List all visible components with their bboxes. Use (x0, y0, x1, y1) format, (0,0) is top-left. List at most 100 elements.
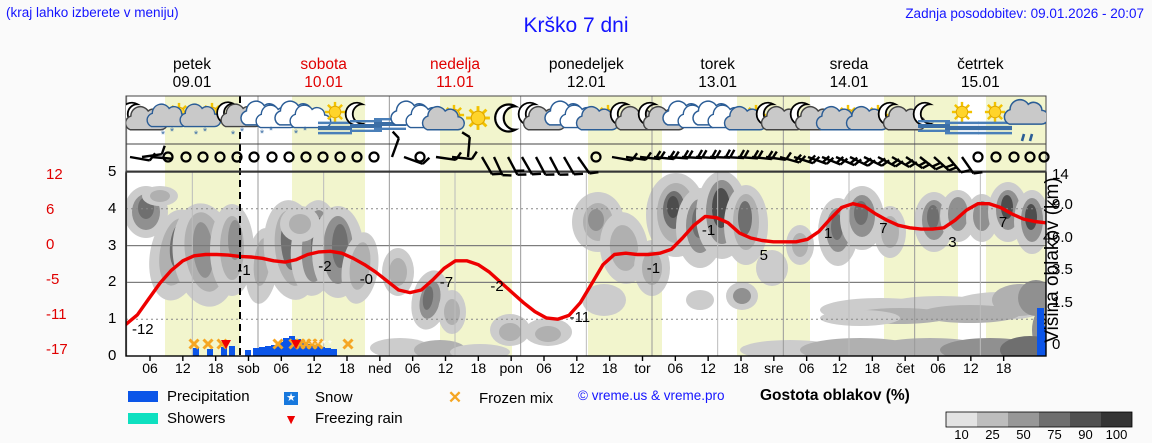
day-date: 12.01 (566, 74, 606, 91)
cloudheight-tick-2: 6.0 (1052, 229, 1073, 246)
x-tick-label-4: 06 (273, 360, 290, 376)
x-tick-label-12: 06 (536, 360, 552, 376)
temp-label-11: 7 (879, 219, 888, 237)
temp-label-2: -2 (318, 257, 332, 275)
day-header-1: petek 09.01 (126, 56, 258, 92)
location-menu-note: (kraj lahko izberete v meniju) (6, 5, 179, 20)
svg-text:*: * (310, 339, 314, 350)
cloud-scale-75: 75 (1047, 427, 1062, 442)
temp-label-6: -11 (569, 308, 591, 326)
day-header-4: ponedeljek 12.01 (521, 56, 652, 92)
day-header-2: sobota 10.01 (258, 56, 389, 92)
day-name: torek (700, 56, 735, 73)
last-updated: Zadnja posodobitev: 09.01.2026 - 20:07 (905, 6, 1144, 21)
x-tick-label-7: ned (368, 360, 392, 376)
day-name: nedelja (429, 56, 480, 73)
cloudheight-axis-title: Višina oblakov (km) (1042, 177, 1063, 343)
x-tick-label-11: pon (499, 360, 523, 376)
temp-label-0: -12 (131, 320, 154, 338)
cloud-scale-25: 25 (985, 427, 1000, 442)
legend-item-2: ✕ Frozen mix (440, 388, 553, 408)
precip-tick-2: 3 (108, 236, 117, 254)
legend-item-0: Precipitation (128, 388, 250, 405)
legend-label: Snow (315, 388, 353, 406)
copyright-link[interactable]: © vreme.us & vreme.pro (578, 388, 725, 403)
day-name: četrtek (957, 56, 1004, 73)
day-date: 15.01 (960, 74, 1000, 91)
legend-label: Freezing rain (315, 410, 403, 427)
x-tick-label-21: 12 (831, 360, 848, 376)
x-tick-label-1: 12 (175, 360, 191, 376)
day-name: sobota (300, 56, 347, 73)
temp-label-5: -2 (490, 278, 504, 296)
freezing-rain-icon: ▼ (284, 410, 298, 427)
day-header-3: nedelja 11.01 (389, 56, 520, 92)
cloudheight-tick-4: 1.5 (1052, 294, 1073, 311)
snow-icon: ★ (276, 388, 306, 406)
x-tick-label-9: 12 (437, 360, 454, 376)
precip-tick-5: 0 (108, 347, 117, 364)
svg-text:*: * (269, 125, 274, 137)
svg-text:*: * (203, 126, 208, 138)
svg-text:*: * (170, 126, 175, 138)
svg-text:*: * (260, 128, 265, 140)
day-date: 11.01 (436, 74, 474, 91)
temp-tick-2: 0 (46, 236, 55, 253)
day-header-7: četrtek 15.01 (915, 56, 1046, 92)
x-tick-label-20: 06 (798, 360, 815, 376)
temp-label-1: -1 (237, 262, 251, 280)
legend-bar-swatch (128, 391, 158, 402)
x-tick-label-3: sob (237, 360, 260, 376)
x-tick-label-25: 12 (963, 360, 979, 376)
day-name: petek (173, 56, 211, 73)
day-date: 10.01 (304, 74, 344, 91)
temp-label-14: 4 (1042, 228, 1052, 246)
cloudheight-tick-0: 14 (1052, 166, 1069, 183)
temp-label-7: -1 (646, 260, 661, 278)
x-tick-label-6: 18 (339, 360, 355, 376)
x-tick-label-19: sre (764, 360, 784, 376)
svg-text:*: * (294, 128, 299, 140)
temp-tick-0: 12 (46, 166, 63, 183)
legend-item-1: ★ Snow (276, 388, 353, 406)
day-name: sreda (829, 56, 869, 73)
day-name: ponedeljek (548, 56, 624, 73)
svg-text:*: * (161, 129, 166, 141)
legend-label: Frozen mix (479, 389, 554, 407)
temp-label-13: 7 (998, 213, 1008, 231)
day-date: 13.01 (698, 74, 738, 91)
x-tick-label-5: 12 (306, 360, 322, 376)
day-date: 14.01 (829, 74, 869, 91)
day-header-5: torek 13.01 (652, 56, 783, 92)
x-tick-label-2: 18 (207, 360, 224, 376)
svg-text:*: * (240, 126, 245, 138)
cloudheight-tick-5: 0 (1052, 336, 1061, 353)
svg-text:*: * (194, 129, 199, 141)
temp-tick-5: -17 (46, 341, 68, 358)
cloud-scale-10: 10 (954, 427, 969, 442)
x-tick-label-0: 06 (142, 360, 158, 376)
cloud-scale-100: 100 (1105, 427, 1128, 442)
precip-tick-4: 1 (108, 310, 117, 328)
temp-label-3: -0 (359, 270, 374, 288)
temp-label-9: 5 (759, 246, 768, 264)
day-header-6: sreda 14.01 (783, 56, 914, 92)
cloud-scale-50: 50 (1016, 427, 1031, 442)
legend-item-3: Showers (128, 410, 225, 427)
x-tick-label-13: 12 (569, 360, 585, 376)
temp-label-12: 3 (948, 233, 957, 251)
legend-item-4: ▼ Freezing rain (276, 410, 403, 427)
x-tick-label-14: 18 (601, 360, 618, 376)
temp-tick-1: 6 (46, 201, 55, 218)
legend-label: Precipitation (167, 388, 250, 405)
cloud-scale-90: 90 (1078, 427, 1093, 442)
x-tick-label-24: 06 (930, 360, 946, 376)
cloudheight-tick-3: 3.5 (1052, 261, 1073, 278)
x-tick-label-23: čet (895, 360, 915, 376)
x-tick-label-10: 18 (470, 360, 487, 376)
temp-label-8: -1 (701, 222, 716, 240)
svg-text:*: * (328, 339, 332, 350)
cloudheight-tick-1: 9.0 (1052, 196, 1073, 213)
